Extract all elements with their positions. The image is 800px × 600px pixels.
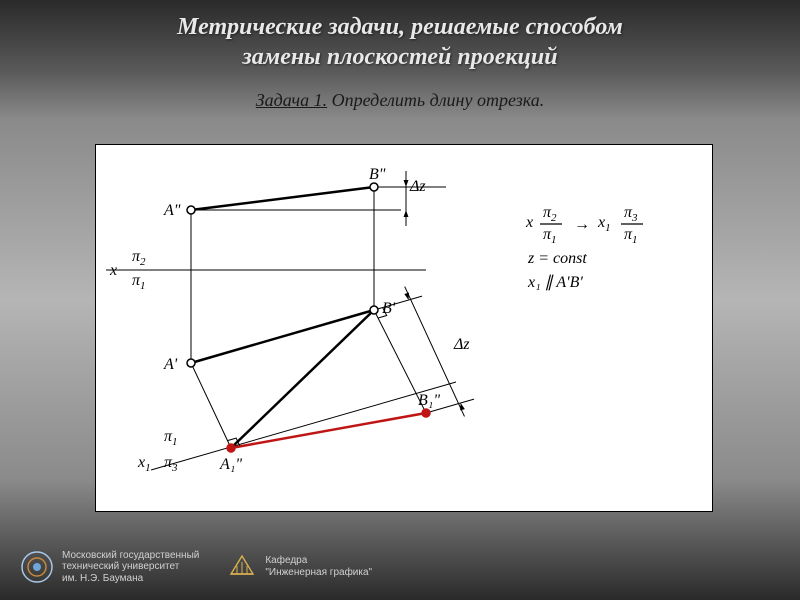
svg-text:Δz: Δz <box>453 336 470 353</box>
footer-department: Кафедра "Инженерная графика" <box>227 550 372 583</box>
university-logo-icon <box>20 550 54 584</box>
title-line1: Метрические задачи, решаемые способом <box>177 14 623 40</box>
diagram-frame: A"B"A'B'A₁"B₁"xπ2π1x1π1π3ΔzΔzxπ2π1→x1π3π… <box>95 144 713 512</box>
svg-text:A': A' <box>163 356 178 373</box>
footer-uni-text: Московский государственный технический у… <box>62 550 199 585</box>
svg-text:π2: π2 <box>132 248 146 268</box>
svg-text:x: x <box>525 214 533 231</box>
svg-text:z = const: z = const <box>527 250 587 267</box>
svg-text:B₁": B₁" <box>418 392 440 409</box>
svg-text:π3: π3 <box>164 454 178 474</box>
subtitle-rest: Определить длину отрезка. <box>327 90 544 110</box>
footer: Московский государственный технический у… <box>0 550 800 585</box>
svg-text:A": A" <box>163 202 181 219</box>
svg-text:x1: x1 <box>137 454 151 474</box>
subtitle: Задача 1. Определить длину отрезка. <box>0 90 800 111</box>
svg-text:Δz: Δz <box>409 178 426 195</box>
department-logo-icon <box>227 550 257 583</box>
svg-text:B": B" <box>369 166 386 183</box>
svg-text:π3: π3 <box>624 204 638 224</box>
svg-text:→: → <box>574 216 590 233</box>
svg-text:B': B' <box>382 300 396 317</box>
svg-text:x₁ ∥ A'B': x₁ ∥ A'B' <box>527 274 583 291</box>
footer-university: Московский государственный технический у… <box>20 550 199 585</box>
svg-text:π2: π2 <box>543 204 557 224</box>
svg-text:π1: π1 <box>624 226 638 246</box>
subtitle-task: Задача 1. <box>256 90 327 110</box>
diagram-svg: A"B"A'B'A₁"B₁"xπ2π1x1π1π3ΔzΔzxπ2π1→x1π3π… <box>96 145 714 513</box>
svg-text:π1: π1 <box>132 272 146 292</box>
footer-dept-text: Кафедра "Инженерная графика" <box>265 555 372 578</box>
title-line2: замены плоскостей проекций <box>242 44 557 70</box>
svg-text:π1: π1 <box>164 428 178 448</box>
svg-text:x: x <box>109 262 117 279</box>
svg-text:π1: π1 <box>543 226 557 246</box>
svg-text:A₁": A₁" <box>219 456 242 473</box>
svg-text:x1: x1 <box>597 214 611 234</box>
